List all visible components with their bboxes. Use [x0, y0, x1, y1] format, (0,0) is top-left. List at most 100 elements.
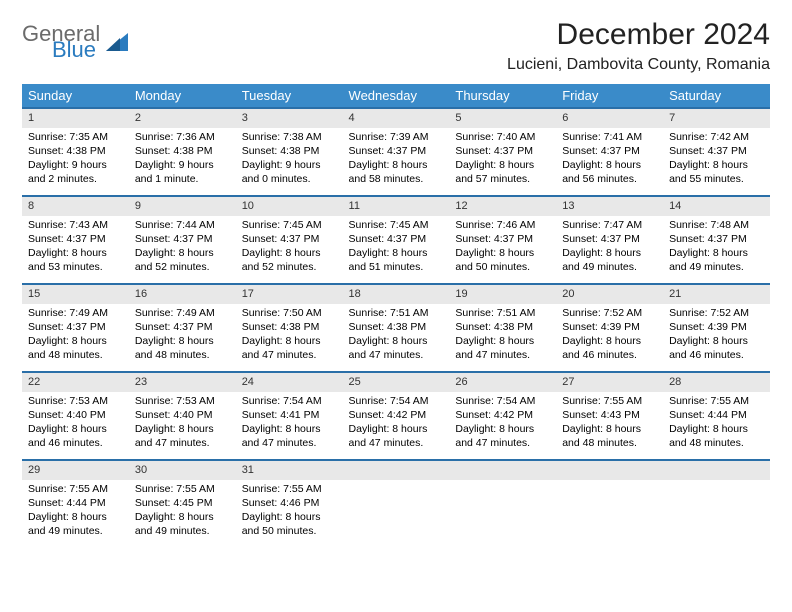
calendar-day-cell: 14Sunrise: 7:48 AMSunset: 4:37 PMDayligh…	[663, 195, 770, 283]
calendar-day-cell	[556, 459, 663, 547]
daylight-line: Daylight: 8 hours and 46 minutes.	[28, 422, 123, 450]
daylight-line: Daylight: 9 hours and 0 minutes.	[242, 158, 337, 186]
daylight-line: Daylight: 8 hours and 49 minutes.	[135, 510, 230, 538]
day-body: Sunrise: 7:35 AMSunset: 4:38 PMDaylight:…	[22, 128, 129, 193]
daylight-line: Daylight: 8 hours and 47 minutes.	[455, 422, 550, 450]
daylight-line: Daylight: 9 hours and 2 minutes.	[28, 158, 123, 186]
title-block: December 2024 Lucieni, Dambovita County,…	[507, 18, 770, 74]
day-number: 31	[236, 459, 343, 480]
calendar-day-cell: 25Sunrise: 7:54 AMSunset: 4:42 PMDayligh…	[343, 371, 450, 459]
daylight-line: Daylight: 8 hours and 48 minutes.	[135, 334, 230, 362]
sunrise-line: Sunrise: 7:40 AM	[455, 130, 550, 144]
day-body: Sunrise: 7:49 AMSunset: 4:37 PMDaylight:…	[129, 304, 236, 369]
day-number: 9	[129, 195, 236, 216]
calendar-day-cell: 16Sunrise: 7:49 AMSunset: 4:37 PMDayligh…	[129, 283, 236, 371]
day-body: Sunrise: 7:45 AMSunset: 4:37 PMDaylight:…	[343, 216, 450, 281]
calendar-day-cell: 15Sunrise: 7:49 AMSunset: 4:37 PMDayligh…	[22, 283, 129, 371]
day-number: 20	[556, 283, 663, 304]
sunset-line: Sunset: 4:40 PM	[28, 408, 123, 422]
daylight-line: Daylight: 8 hours and 47 minutes.	[242, 422, 337, 450]
calendar-day-cell: 7Sunrise: 7:42 AMSunset: 4:37 PMDaylight…	[663, 107, 770, 195]
day-number: 16	[129, 283, 236, 304]
sunrise-line: Sunrise: 7:44 AM	[135, 218, 230, 232]
logo-triangle-icon	[106, 31, 134, 55]
day-number: 17	[236, 283, 343, 304]
sunrise-line: Sunrise: 7:39 AM	[349, 130, 444, 144]
sunrise-line: Sunrise: 7:45 AM	[242, 218, 337, 232]
sunset-line: Sunset: 4:37 PM	[562, 232, 657, 246]
sunrise-line: Sunrise: 7:45 AM	[349, 218, 444, 232]
sunset-line: Sunset: 4:38 PM	[28, 144, 123, 158]
day-body	[556, 480, 663, 488]
sunrise-line: Sunrise: 7:52 AM	[669, 306, 764, 320]
daylight-line: Daylight: 8 hours and 46 minutes.	[669, 334, 764, 362]
day-body: Sunrise: 7:43 AMSunset: 4:37 PMDaylight:…	[22, 216, 129, 281]
calendar-day-cell: 30Sunrise: 7:55 AMSunset: 4:45 PMDayligh…	[129, 459, 236, 547]
day-number: 28	[663, 371, 770, 392]
day-body: Sunrise: 7:52 AMSunset: 4:39 PMDaylight:…	[663, 304, 770, 369]
day-body: Sunrise: 7:47 AMSunset: 4:37 PMDaylight:…	[556, 216, 663, 281]
day-body: Sunrise: 7:55 AMSunset: 4:44 PMDaylight:…	[663, 392, 770, 457]
day-body: Sunrise: 7:54 AMSunset: 4:41 PMDaylight:…	[236, 392, 343, 457]
sunset-line: Sunset: 4:37 PM	[455, 144, 550, 158]
sunset-line: Sunset: 4:37 PM	[28, 232, 123, 246]
calendar-day-cell: 5Sunrise: 7:40 AMSunset: 4:37 PMDaylight…	[449, 107, 556, 195]
sunset-line: Sunset: 4:42 PM	[455, 408, 550, 422]
day-number: 2	[129, 107, 236, 128]
sunset-line: Sunset: 4:43 PM	[562, 408, 657, 422]
daylight-line: Daylight: 8 hours and 50 minutes.	[455, 246, 550, 274]
calendar-day-cell: 27Sunrise: 7:55 AMSunset: 4:43 PMDayligh…	[556, 371, 663, 459]
daylight-line: Daylight: 8 hours and 51 minutes.	[349, 246, 444, 274]
day-number: 6	[556, 107, 663, 128]
daylight-line: Daylight: 8 hours and 47 minutes.	[455, 334, 550, 362]
sunset-line: Sunset: 4:38 PM	[135, 144, 230, 158]
day-number: 12	[449, 195, 556, 216]
day-number: 29	[22, 459, 129, 480]
day-header: Saturday	[663, 84, 770, 107]
header: General Blue December 2024 Lucieni, Damb…	[22, 18, 770, 74]
location: Lucieni, Dambovita County, Romania	[507, 56, 770, 74]
daylight-line: Daylight: 9 hours and 1 minute.	[135, 158, 230, 186]
calendar-day-cell	[449, 459, 556, 547]
calendar-table: SundayMondayTuesdayWednesdayThursdayFrid…	[22, 84, 770, 547]
sunset-line: Sunset: 4:44 PM	[28, 496, 123, 510]
daylight-line: Daylight: 8 hours and 57 minutes.	[455, 158, 550, 186]
calendar-day-cell	[663, 459, 770, 547]
day-number	[663, 459, 770, 480]
daylight-line: Daylight: 8 hours and 47 minutes.	[135, 422, 230, 450]
sunrise-line: Sunrise: 7:46 AM	[455, 218, 550, 232]
daylight-line: Daylight: 8 hours and 47 minutes.	[242, 334, 337, 362]
sunrise-line: Sunrise: 7:49 AM	[28, 306, 123, 320]
sunrise-line: Sunrise: 7:55 AM	[135, 482, 230, 496]
calendar-week-row: 8Sunrise: 7:43 AMSunset: 4:37 PMDaylight…	[22, 195, 770, 283]
day-body: Sunrise: 7:41 AMSunset: 4:37 PMDaylight:…	[556, 128, 663, 193]
sunrise-line: Sunrise: 7:38 AM	[242, 130, 337, 144]
calendar-day-cell: 3Sunrise: 7:38 AMSunset: 4:38 PMDaylight…	[236, 107, 343, 195]
sunrise-line: Sunrise: 7:49 AM	[135, 306, 230, 320]
day-header: Sunday	[22, 84, 129, 107]
day-body: Sunrise: 7:39 AMSunset: 4:37 PMDaylight:…	[343, 128, 450, 193]
day-number: 27	[556, 371, 663, 392]
day-body: Sunrise: 7:51 AMSunset: 4:38 PMDaylight:…	[449, 304, 556, 369]
daylight-line: Daylight: 8 hours and 49 minutes.	[562, 246, 657, 274]
calendar-day-cell: 24Sunrise: 7:54 AMSunset: 4:41 PMDayligh…	[236, 371, 343, 459]
daylight-line: Daylight: 8 hours and 47 minutes.	[349, 334, 444, 362]
calendar-day-cell: 19Sunrise: 7:51 AMSunset: 4:38 PMDayligh…	[449, 283, 556, 371]
day-body: Sunrise: 7:55 AMSunset: 4:46 PMDaylight:…	[236, 480, 343, 545]
sunrise-line: Sunrise: 7:54 AM	[242, 394, 337, 408]
day-body: Sunrise: 7:40 AMSunset: 4:37 PMDaylight:…	[449, 128, 556, 193]
sunset-line: Sunset: 4:38 PM	[455, 320, 550, 334]
calendar-day-cell: 1Sunrise: 7:35 AMSunset: 4:38 PMDaylight…	[22, 107, 129, 195]
sunrise-line: Sunrise: 7:36 AM	[135, 130, 230, 144]
calendar-week-row: 22Sunrise: 7:53 AMSunset: 4:40 PMDayligh…	[22, 371, 770, 459]
sunset-line: Sunset: 4:37 PM	[669, 144, 764, 158]
day-body: Sunrise: 7:53 AMSunset: 4:40 PMDaylight:…	[129, 392, 236, 457]
sunset-line: Sunset: 4:37 PM	[455, 232, 550, 246]
day-header: Thursday	[449, 84, 556, 107]
sunset-line: Sunset: 4:37 PM	[242, 232, 337, 246]
day-number: 15	[22, 283, 129, 304]
sunrise-line: Sunrise: 7:55 AM	[242, 482, 337, 496]
calendar-day-cell: 6Sunrise: 7:41 AMSunset: 4:37 PMDaylight…	[556, 107, 663, 195]
calendar-day-cell: 13Sunrise: 7:47 AMSunset: 4:37 PMDayligh…	[556, 195, 663, 283]
day-header: Monday	[129, 84, 236, 107]
